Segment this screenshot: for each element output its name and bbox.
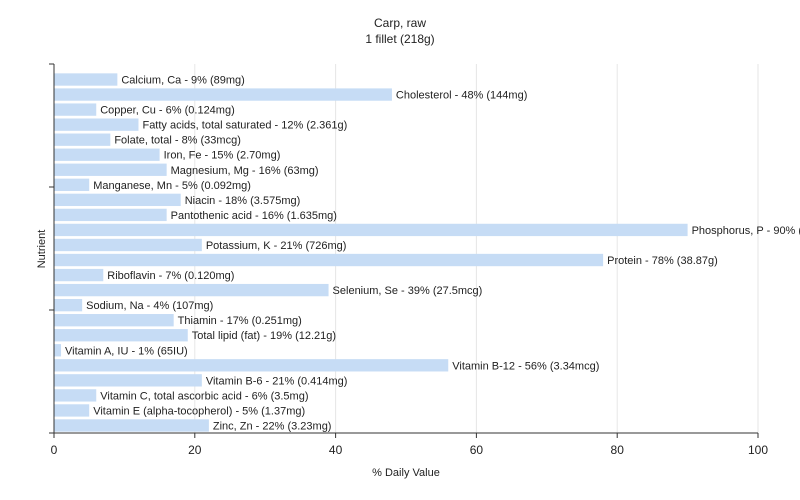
- bar-label: Folate, total - 8% (33mcg): [114, 135, 241, 147]
- bar: [54, 118, 139, 131]
- bar: [54, 419, 209, 432]
- x-tick-label: 100: [748, 443, 768, 457]
- bar-label: Protein - 78% (38.87g): [607, 255, 718, 267]
- bar: [54, 163, 167, 176]
- y-axis-title: Nutrient: [36, 230, 48, 269]
- bar-label: Vitamin A, IU - 1% (65IU): [65, 345, 188, 357]
- bar-label: Phosphorus, P - 90% (905mg): [692, 225, 800, 237]
- bar-label: Pantothenic acid - 16% (1.635mg): [171, 210, 337, 222]
- x-tick-label: 40: [329, 443, 343, 457]
- bar: [54, 103, 97, 116]
- bar: [54, 238, 202, 252]
- bar: [54, 314, 174, 327]
- bar-label: Calcium, Ca - 9% (89mg): [121, 75, 244, 87]
- x-axis-title: % Daily Value: [372, 467, 440, 479]
- bar: [54, 223, 688, 237]
- x-tick-label: 0: [51, 443, 58, 457]
- bar: [54, 298, 83, 312]
- chart-subtitle: 1 fillet (218g): [365, 32, 435, 46]
- bar-label: Selenium, Se - 39% (27.5mcg): [333, 285, 483, 297]
- bar-label: Total lipid (fat) - 19% (12.21g): [192, 330, 336, 342]
- bar-label: Manganese, Mn - 5% (0.092mg): [93, 180, 251, 192]
- bar-label: Potassium, K - 21% (726mg): [206, 240, 347, 252]
- bar: [54, 283, 329, 297]
- bar: [54, 389, 97, 402]
- bar: [54, 88, 392, 101]
- bar: [54, 404, 90, 417]
- x-tick-label: 20: [188, 443, 202, 457]
- bar: [54, 329, 188, 342]
- bar-label: Zinc, Zn - 22% (3.23mg): [213, 420, 332, 432]
- axes-group: 0 20 40 60 80 100: [49, 63, 768, 457]
- bar: [54, 178, 90, 191]
- bar: [54, 374, 202, 387]
- bar-label: Riboflavin - 7% (0.120mg): [107, 270, 234, 282]
- bar-label: Fatty acids, total saturated - 12% (2.36…: [142, 120, 347, 132]
- bar: [54, 344, 62, 357]
- bar-label: Vitamin B-6 - 21% (0.414mg): [206, 375, 348, 387]
- bar: [54, 268, 104, 282]
- bar: [54, 73, 118, 86]
- bar-label: Copper, Cu - 6% (0.124mg): [100, 105, 235, 117]
- bar-label: Vitamin E (alpha-tocopherol) - 5% (1.37m…: [93, 405, 305, 417]
- bar: [54, 148, 160, 161]
- x-tick-label: 60: [470, 443, 484, 457]
- bar-label: Niacin - 18% (3.575mg): [185, 195, 301, 207]
- bar-label: Vitamin B-12 - 56% (3.34mcg): [452, 360, 599, 372]
- bar-label: Vitamin C, total ascorbic acid - 6% (3.5…: [100, 390, 308, 402]
- bar: [54, 208, 167, 222]
- bar-label: Magnesium, Mg - 16% (63mg): [171, 165, 319, 177]
- chart-title: Carp, raw: [373, 16, 426, 30]
- bar-label: Iron, Fe - 15% (2.70mg): [164, 150, 281, 162]
- bars-group: Calcium, Ca - 9% (89mg) Cholesterol - 48%…: [54, 73, 800, 432]
- bar: [54, 133, 111, 146]
- bar: [54, 193, 181, 207]
- bar-label: Thiamin - 17% (0.251mg): [178, 315, 302, 327]
- bar-label: Cholesterol - 48% (144mg): [396, 90, 527, 102]
- bar: [54, 359, 449, 372]
- bar-label: Sodium, Na - 4% (107mg): [86, 300, 213, 312]
- x-tick-label: 80: [611, 443, 625, 457]
- bar: [54, 253, 604, 267]
